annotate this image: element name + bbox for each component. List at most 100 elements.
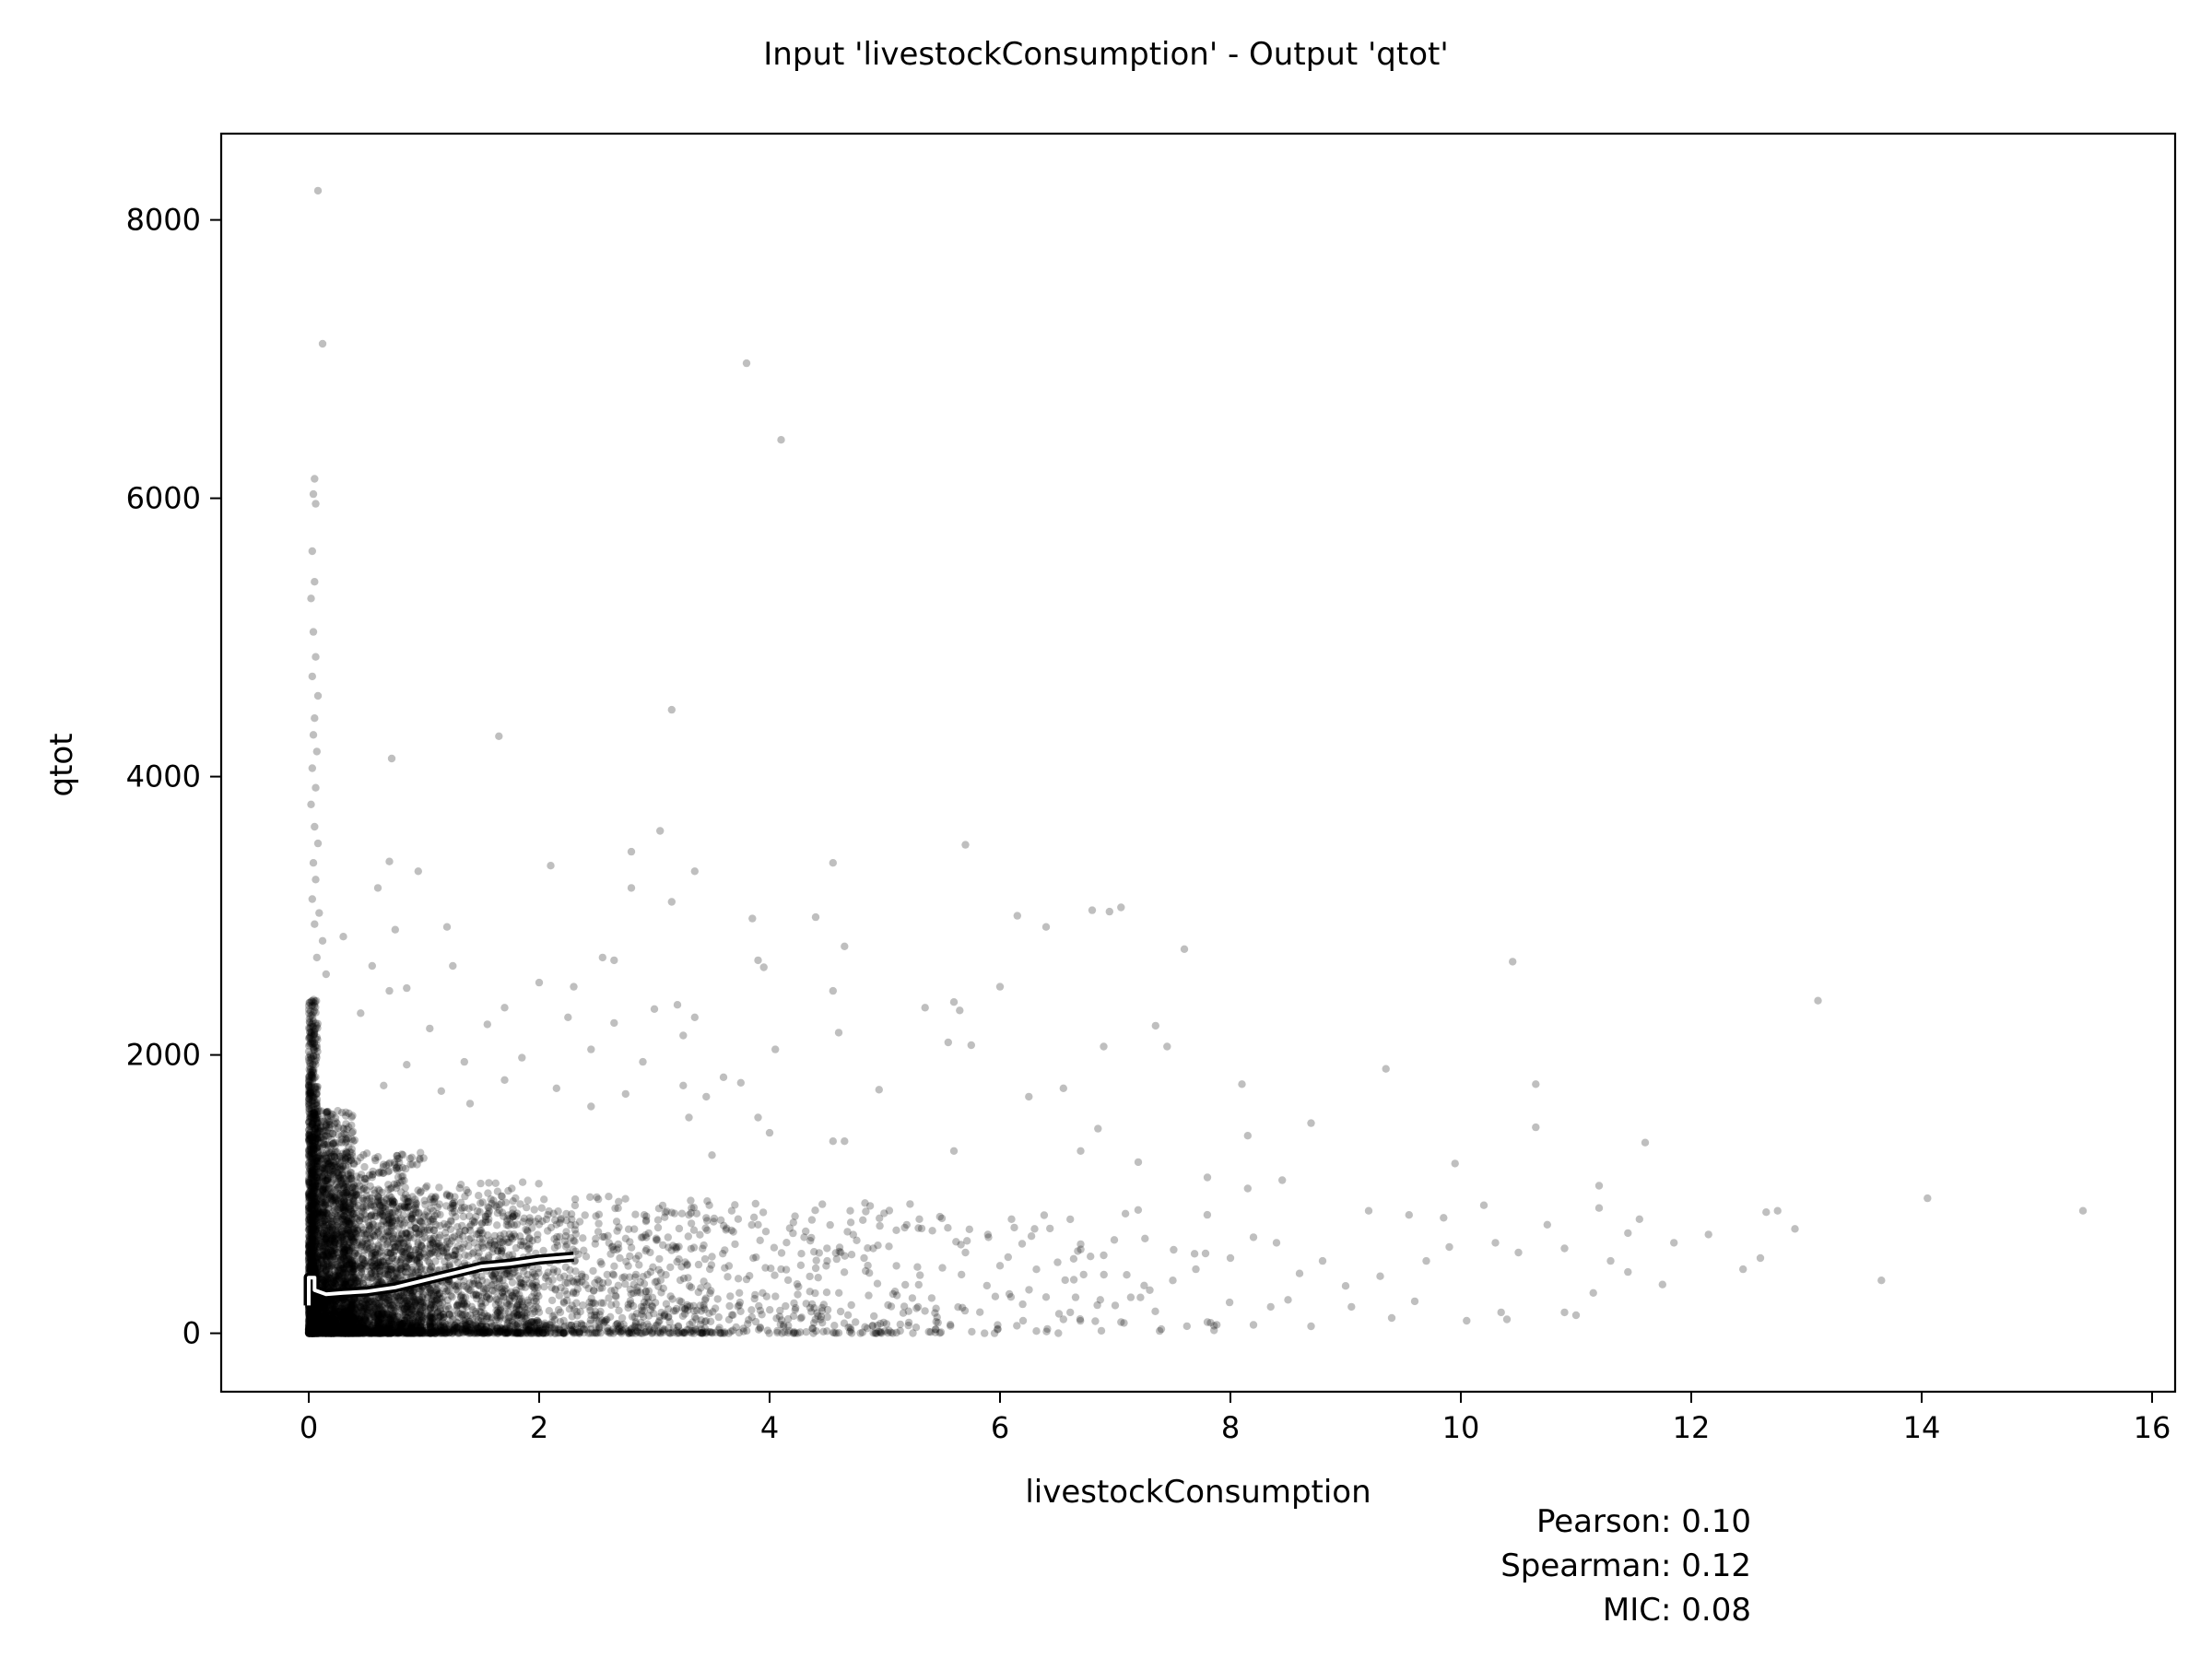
scatter-point (304, 1130, 313, 1139)
scatter-point (308, 1153, 317, 1162)
scatter-point (305, 1262, 313, 1270)
scatter-point (307, 1205, 315, 1213)
scatter-point (306, 1224, 314, 1233)
scatter-point (307, 1265, 315, 1274)
scatter-point (305, 1135, 314, 1144)
scatter-point (305, 1314, 313, 1323)
scatter-point (308, 1184, 316, 1194)
scatter-point (311, 1045, 319, 1054)
scatter-point (309, 1133, 318, 1142)
scatter-point (304, 1324, 313, 1333)
scatter-point (310, 1030, 319, 1040)
scatter-point (312, 1308, 321, 1316)
scatter-point (312, 1310, 321, 1319)
scatter-point (306, 1215, 315, 1224)
scatter-point (312, 1320, 321, 1328)
scatter-point (308, 1234, 317, 1242)
scatter-point (307, 1329, 315, 1337)
scatter-point (304, 1024, 313, 1032)
scatter-point (308, 1228, 316, 1237)
scatter-point (309, 1263, 317, 1272)
scatter-point (307, 1208, 315, 1217)
scatter-point (308, 1040, 316, 1048)
scatter-point (306, 1242, 314, 1251)
scatter-point (305, 1075, 313, 1084)
scatter-point (312, 1008, 320, 1017)
scatter-point (310, 1131, 318, 1139)
scatter-point (307, 1232, 315, 1241)
scatter-point (305, 1190, 313, 1198)
scatter-point (312, 1181, 320, 1189)
scatter-point (307, 1263, 316, 1272)
scatter-point (306, 1248, 314, 1257)
scatter-point (305, 1221, 313, 1230)
scatter-point (305, 1178, 313, 1186)
scatter-point (305, 1100, 313, 1110)
scatter-point (312, 1327, 321, 1336)
scatter-point (306, 1028, 314, 1036)
scatter-point (308, 1189, 316, 1197)
scatter-point (324, 1116, 332, 1124)
scatter-point (308, 1166, 317, 1174)
scatter-point (305, 1193, 313, 1202)
scatter-point (309, 1068, 318, 1077)
scatter-point (309, 1329, 318, 1337)
scatter-point (310, 1313, 318, 1322)
scatter-point (310, 1246, 318, 1254)
scatter-point (323, 1176, 331, 1184)
scatter-point (310, 1067, 318, 1076)
scatter-point (304, 1321, 313, 1330)
scatter-point (305, 1101, 313, 1111)
scatter-point (312, 1021, 321, 1030)
scatter-point (313, 1119, 323, 1127)
scatter-point (306, 1314, 314, 1323)
scatter-point (307, 1020, 315, 1030)
scatter-point (307, 1266, 315, 1275)
scatter-point (305, 1329, 313, 1337)
scatter-point (312, 1253, 321, 1262)
scatter-point (305, 1329, 313, 1337)
scatter-point (305, 1325, 313, 1334)
scatter-point (311, 1261, 320, 1270)
scatter-point (307, 1183, 316, 1192)
scatter-point (313, 1148, 322, 1157)
scatter-point (308, 1329, 316, 1337)
scatter-point (304, 1238, 313, 1246)
scatter-point (310, 1223, 319, 1231)
scatter-point (312, 1056, 320, 1065)
scatter-point (305, 1058, 314, 1067)
scatter-point (307, 1053, 316, 1062)
scatter-point (313, 1329, 322, 1337)
scatter-point (306, 1324, 314, 1334)
scatter-point (309, 1232, 317, 1241)
scatter-point (305, 1130, 313, 1138)
scatter-point (305, 1247, 314, 1255)
scatter-point (305, 1308, 313, 1317)
scatter-point (309, 1327, 317, 1336)
scatter-point (310, 1328, 319, 1337)
scatter-point (307, 1262, 316, 1271)
scatter-point (307, 1228, 316, 1236)
scatter-point (306, 1329, 315, 1337)
scatter-point (305, 1114, 314, 1123)
scatter-point (309, 1328, 317, 1336)
scatter-point (308, 1180, 317, 1189)
scatter-point (307, 1073, 315, 1082)
scatter-point (305, 1196, 314, 1205)
scatter-point (308, 1329, 316, 1337)
scatter-point (306, 1200, 315, 1209)
scatter-point (305, 1125, 313, 1135)
scatter-point (312, 1323, 320, 1332)
scatter-point (306, 1093, 314, 1101)
scatter-point (306, 1312, 314, 1320)
scatter-point (312, 1130, 322, 1139)
scatter-point (305, 1086, 313, 1095)
scatter-point (308, 1113, 316, 1122)
scatter-point (308, 1319, 317, 1328)
scatter-point (308, 1324, 317, 1333)
scatter-point (306, 1308, 314, 1316)
scatter-point (304, 1328, 313, 1336)
scatter-point (312, 1266, 320, 1275)
